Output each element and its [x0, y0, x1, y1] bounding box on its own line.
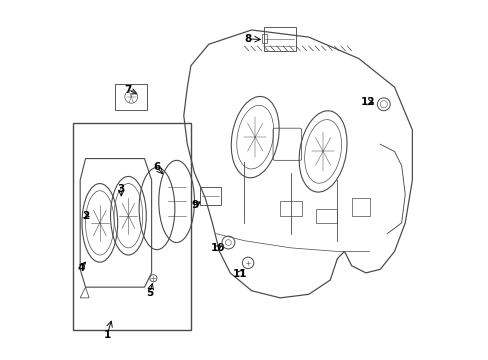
- Text: 12: 12: [360, 97, 374, 107]
- Text: 3: 3: [118, 184, 124, 194]
- Text: 6: 6: [153, 162, 160, 172]
- Bar: [315, 208, 337, 223]
- Text: 9: 9: [192, 200, 199, 210]
- FancyBboxPatch shape: [73, 123, 190, 330]
- Text: 8: 8: [244, 34, 251, 44]
- Text: 10: 10: [210, 243, 224, 253]
- Bar: [262, 34, 266, 43]
- Text: 7: 7: [124, 85, 132, 95]
- Bar: [351, 198, 369, 216]
- Text: 11: 11: [232, 269, 247, 279]
- Text: 4: 4: [77, 262, 84, 273]
- Bar: [280, 202, 301, 216]
- Text: 1: 1: [103, 330, 110, 341]
- Text: 5: 5: [146, 288, 153, 297]
- Text: 2: 2: [82, 211, 89, 221]
